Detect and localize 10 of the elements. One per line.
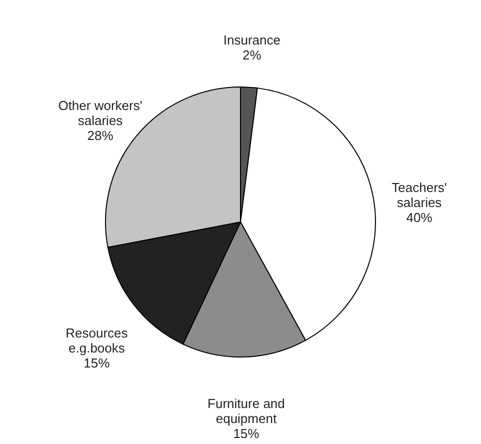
slice-label: Other workers' salaries <box>58 98 142 128</box>
data-label: 28% <box>87 128 114 143</box>
slice-label: Furniture and equipment <box>208 396 285 426</box>
data-label: 15% <box>84 356 110 371</box>
data-label: 40% <box>406 210 433 225</box>
slice-label: Insurance <box>223 32 280 48</box>
slice-label: Resources e.g.books <box>66 326 128 356</box>
data-label: 2% <box>242 47 262 62</box>
data-label: 15% <box>233 426 260 441</box>
slice-label: Teachers' salaries <box>392 180 447 210</box>
